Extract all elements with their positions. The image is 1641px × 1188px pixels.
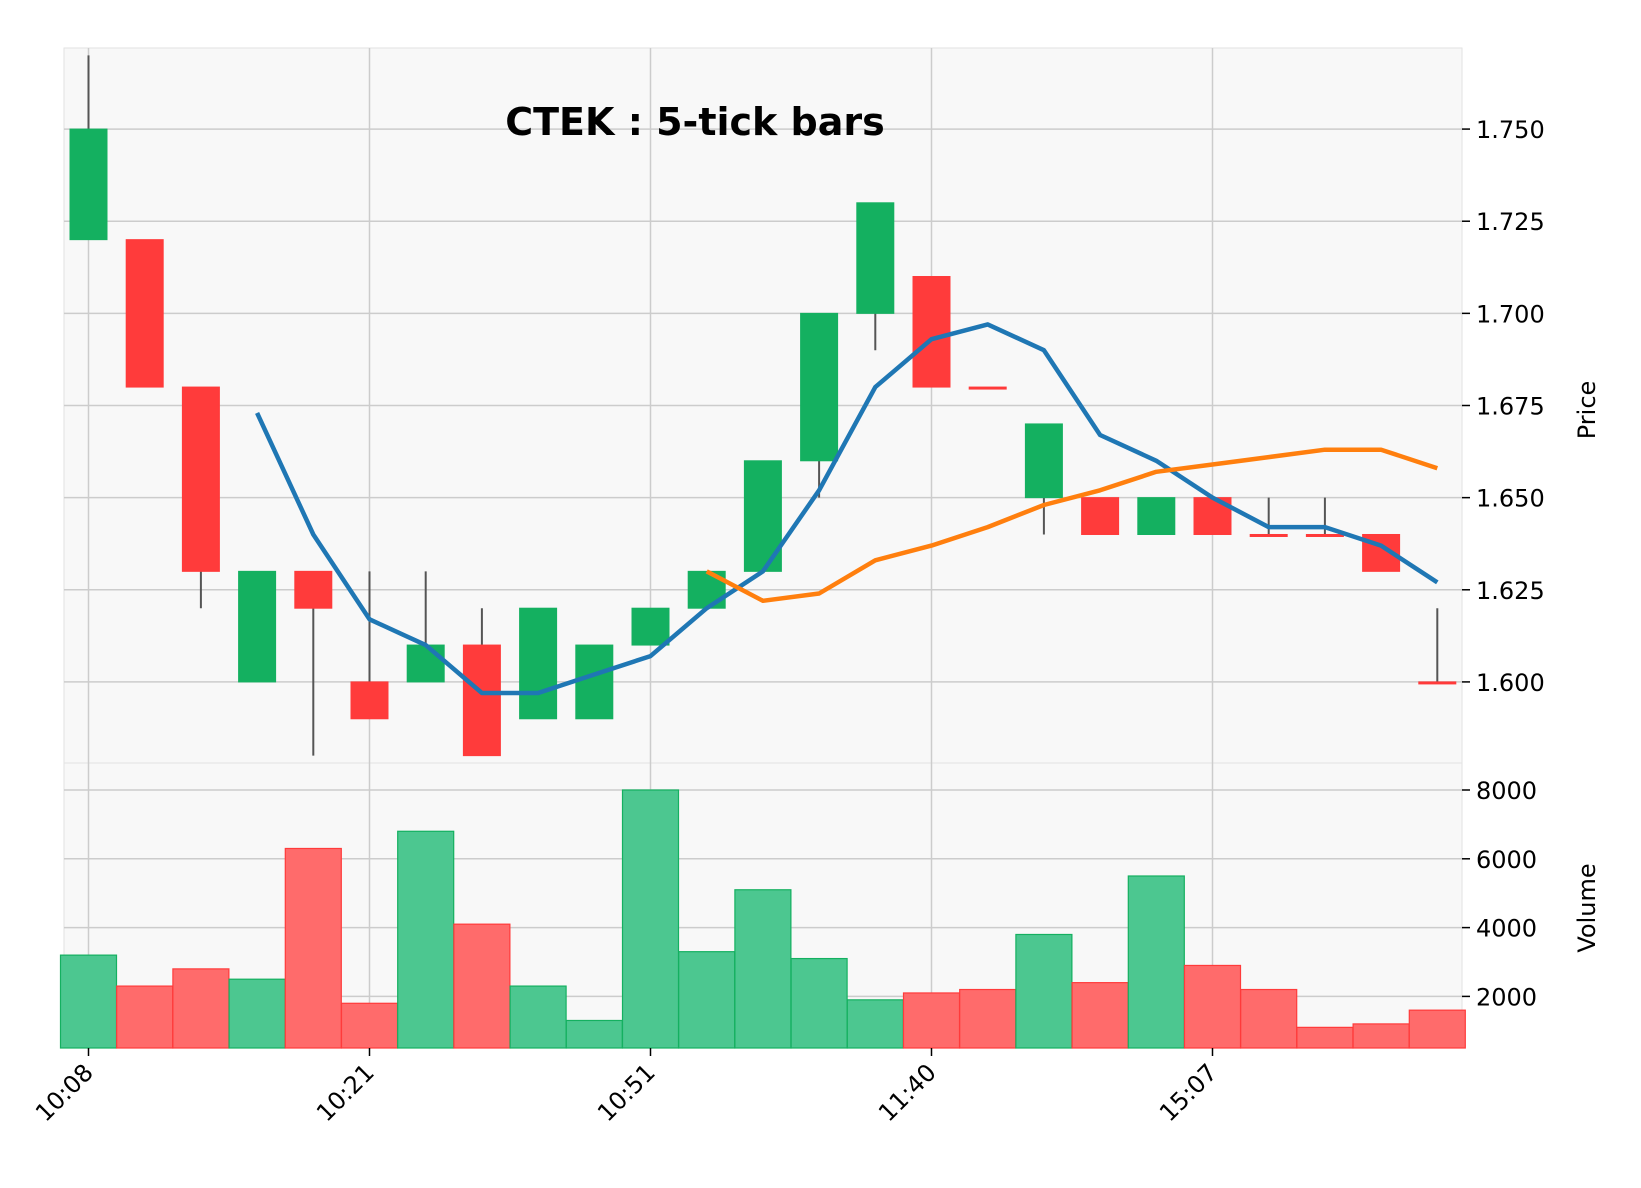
time-tick-label: 10:51: [592, 1058, 661, 1127]
volume-bar: [1352, 1023, 1410, 1049]
volume-bar: [453, 923, 511, 1049]
volume-bar: [509, 985, 567, 1049]
candle-body: [406, 644, 445, 683]
volume-tick-label: 2000: [1476, 983, 1537, 1011]
volume-bar: [1296, 1026, 1354, 1049]
volume-bar: [116, 985, 174, 1049]
moving-average-lines: [255, 322, 1439, 696]
price-tick-label: 1.675: [1476, 393, 1545, 421]
candle-body: [462, 644, 501, 757]
volume-tick-label: 8000: [1476, 777, 1537, 805]
volume-bar: [284, 847, 342, 1049]
price-tick-label: 1.625: [1476, 577, 1545, 605]
volume-bar: [1408, 1009, 1466, 1049]
volume-tick-label: 4000: [1476, 915, 1537, 943]
volume-bar: [959, 988, 1017, 1049]
candle-body: [181, 386, 220, 572]
time-tick-label: 10:08: [30, 1058, 99, 1127]
price-axis-title: Price: [1573, 381, 1601, 440]
volume-bar: [790, 957, 848, 1049]
volume-bar: [1015, 933, 1073, 1049]
volume-bar: [228, 978, 286, 1049]
time-tick-label: 15:07: [1154, 1058, 1223, 1127]
candle-body: [575, 644, 614, 720]
time-tick-label: 10:21: [311, 1058, 380, 1127]
volume-bar: [1071, 982, 1129, 1049]
candle-body: [912, 276, 951, 388]
volume-bar: [846, 999, 904, 1049]
volume-axis-title: Volume: [1573, 863, 1601, 952]
candle-body: [350, 681, 389, 720]
volume-tick-label: 6000: [1476, 846, 1537, 874]
price-tick-label: 1.600: [1476, 669, 1545, 697]
volume-bar: [59, 954, 118, 1049]
chart-title: CTEK : 5-tick bars: [505, 100, 885, 144]
volume-bars: [59, 789, 1466, 1049]
volume-bar: [734, 889, 792, 1049]
candle-body: [294, 570, 333, 609]
candle-body: [238, 570, 277, 683]
moving-average-short-line: [255, 322, 1439, 696]
price-tick-label: 1.725: [1476, 208, 1545, 236]
volume-bar: [621, 789, 680, 1049]
volume-bar: [1183, 964, 1242, 1049]
candle-body: [125, 239, 164, 388]
candle-body: [1305, 533, 1344, 537]
volume-bar: [397, 830, 455, 1049]
price-tick-label: 1.650: [1476, 485, 1545, 513]
candle-body: [968, 386, 1007, 390]
volume-bar: [1240, 988, 1298, 1049]
candle-body: [631, 607, 670, 646]
volume-bar: [678, 951, 736, 1049]
candle-body: [1137, 497, 1176, 535]
candles: [69, 55, 1457, 757]
candle-body: [856, 202, 895, 314]
volume-bar: [902, 992, 961, 1049]
moving-average-long-line: [705, 447, 1439, 604]
candle-body: [1024, 423, 1063, 499]
volume-bar: [1127, 875, 1185, 1049]
volume-bar: [565, 1019, 623, 1049]
price-tick-label: 1.700: [1476, 300, 1545, 328]
volume-bar: [172, 968, 230, 1049]
candle-body: [519, 607, 558, 720]
candle-body: [800, 312, 839, 462]
candle-body: [1081, 497, 1120, 535]
time-tick-label: 11:40: [873, 1058, 942, 1127]
price-tick-label: 1.750: [1476, 116, 1545, 144]
candle-body: [1418, 681, 1457, 685]
candle-body: [69, 128, 108, 241]
volume-bar: [340, 1002, 399, 1049]
candle-body: [1249, 533, 1288, 537]
